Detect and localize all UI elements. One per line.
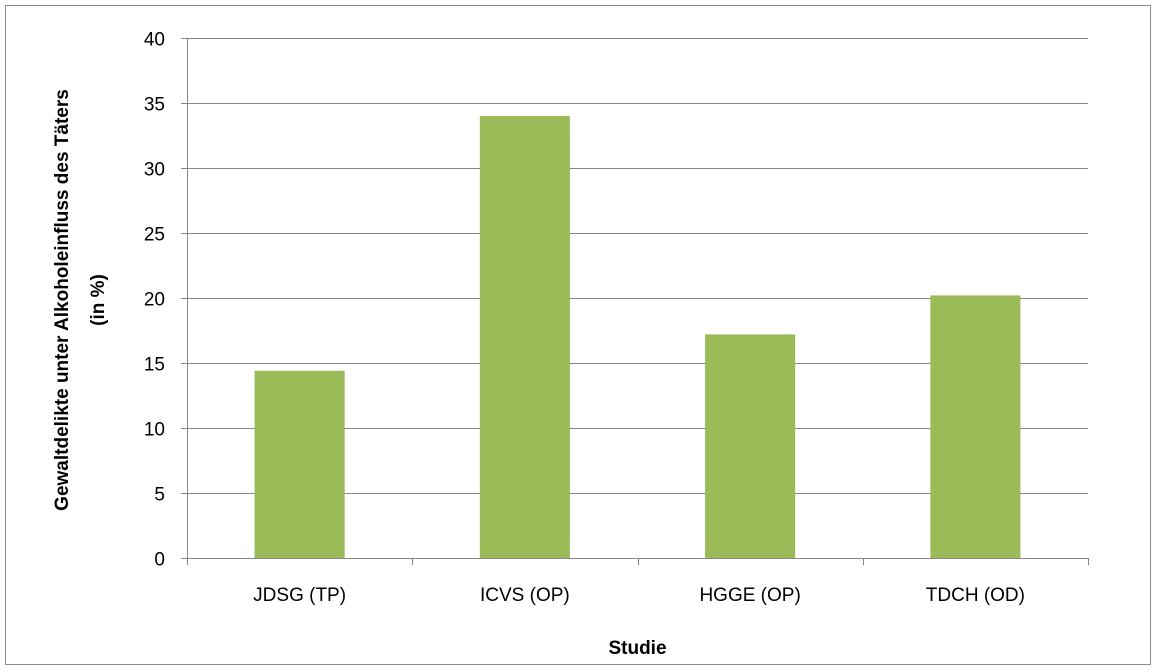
y-tick-labels: 0 5 10 15 20 25 30 35 40 xyxy=(144,30,165,571)
x-tick-label: HGGE (OP) xyxy=(699,585,800,606)
y-tick-label: 25 xyxy=(144,225,165,246)
bar-2 xyxy=(479,116,570,558)
axes xyxy=(181,38,1089,565)
bar-3 xyxy=(705,334,796,558)
y-tick-label: 30 xyxy=(144,160,165,181)
y-tick-label: 5 xyxy=(154,485,165,506)
x-tick-label: JDSG (TP) xyxy=(253,585,346,606)
y-tick-label: 15 xyxy=(144,355,165,376)
y-tick-label: 10 xyxy=(144,420,165,441)
bars xyxy=(254,116,1021,558)
bar-1 xyxy=(254,370,345,558)
y-tick-label: 35 xyxy=(144,95,165,116)
x-tick-labels: JDSG (TP) ICVS (OP) HGGE (OP) TDCH (OD) xyxy=(253,585,1025,606)
y-tick-label: 0 xyxy=(154,550,165,571)
y-axis-title: Gewaltdelikte unter Alkoholeinfluss des … xyxy=(52,89,109,511)
y-axis-title-line1: Gewaltdelikte unter Alkoholeinfluss des … xyxy=(52,89,73,511)
x-axis-title: Studie xyxy=(608,638,666,659)
bar-4 xyxy=(930,295,1021,558)
y-tick-label: 20 xyxy=(144,290,165,311)
y-axis-title-line2: (in %) xyxy=(88,274,109,326)
y-tick-label: 40 xyxy=(144,30,165,51)
x-tick-label: ICVS (OP) xyxy=(480,585,570,606)
x-tick-label: TDCH (OD) xyxy=(926,585,1025,606)
